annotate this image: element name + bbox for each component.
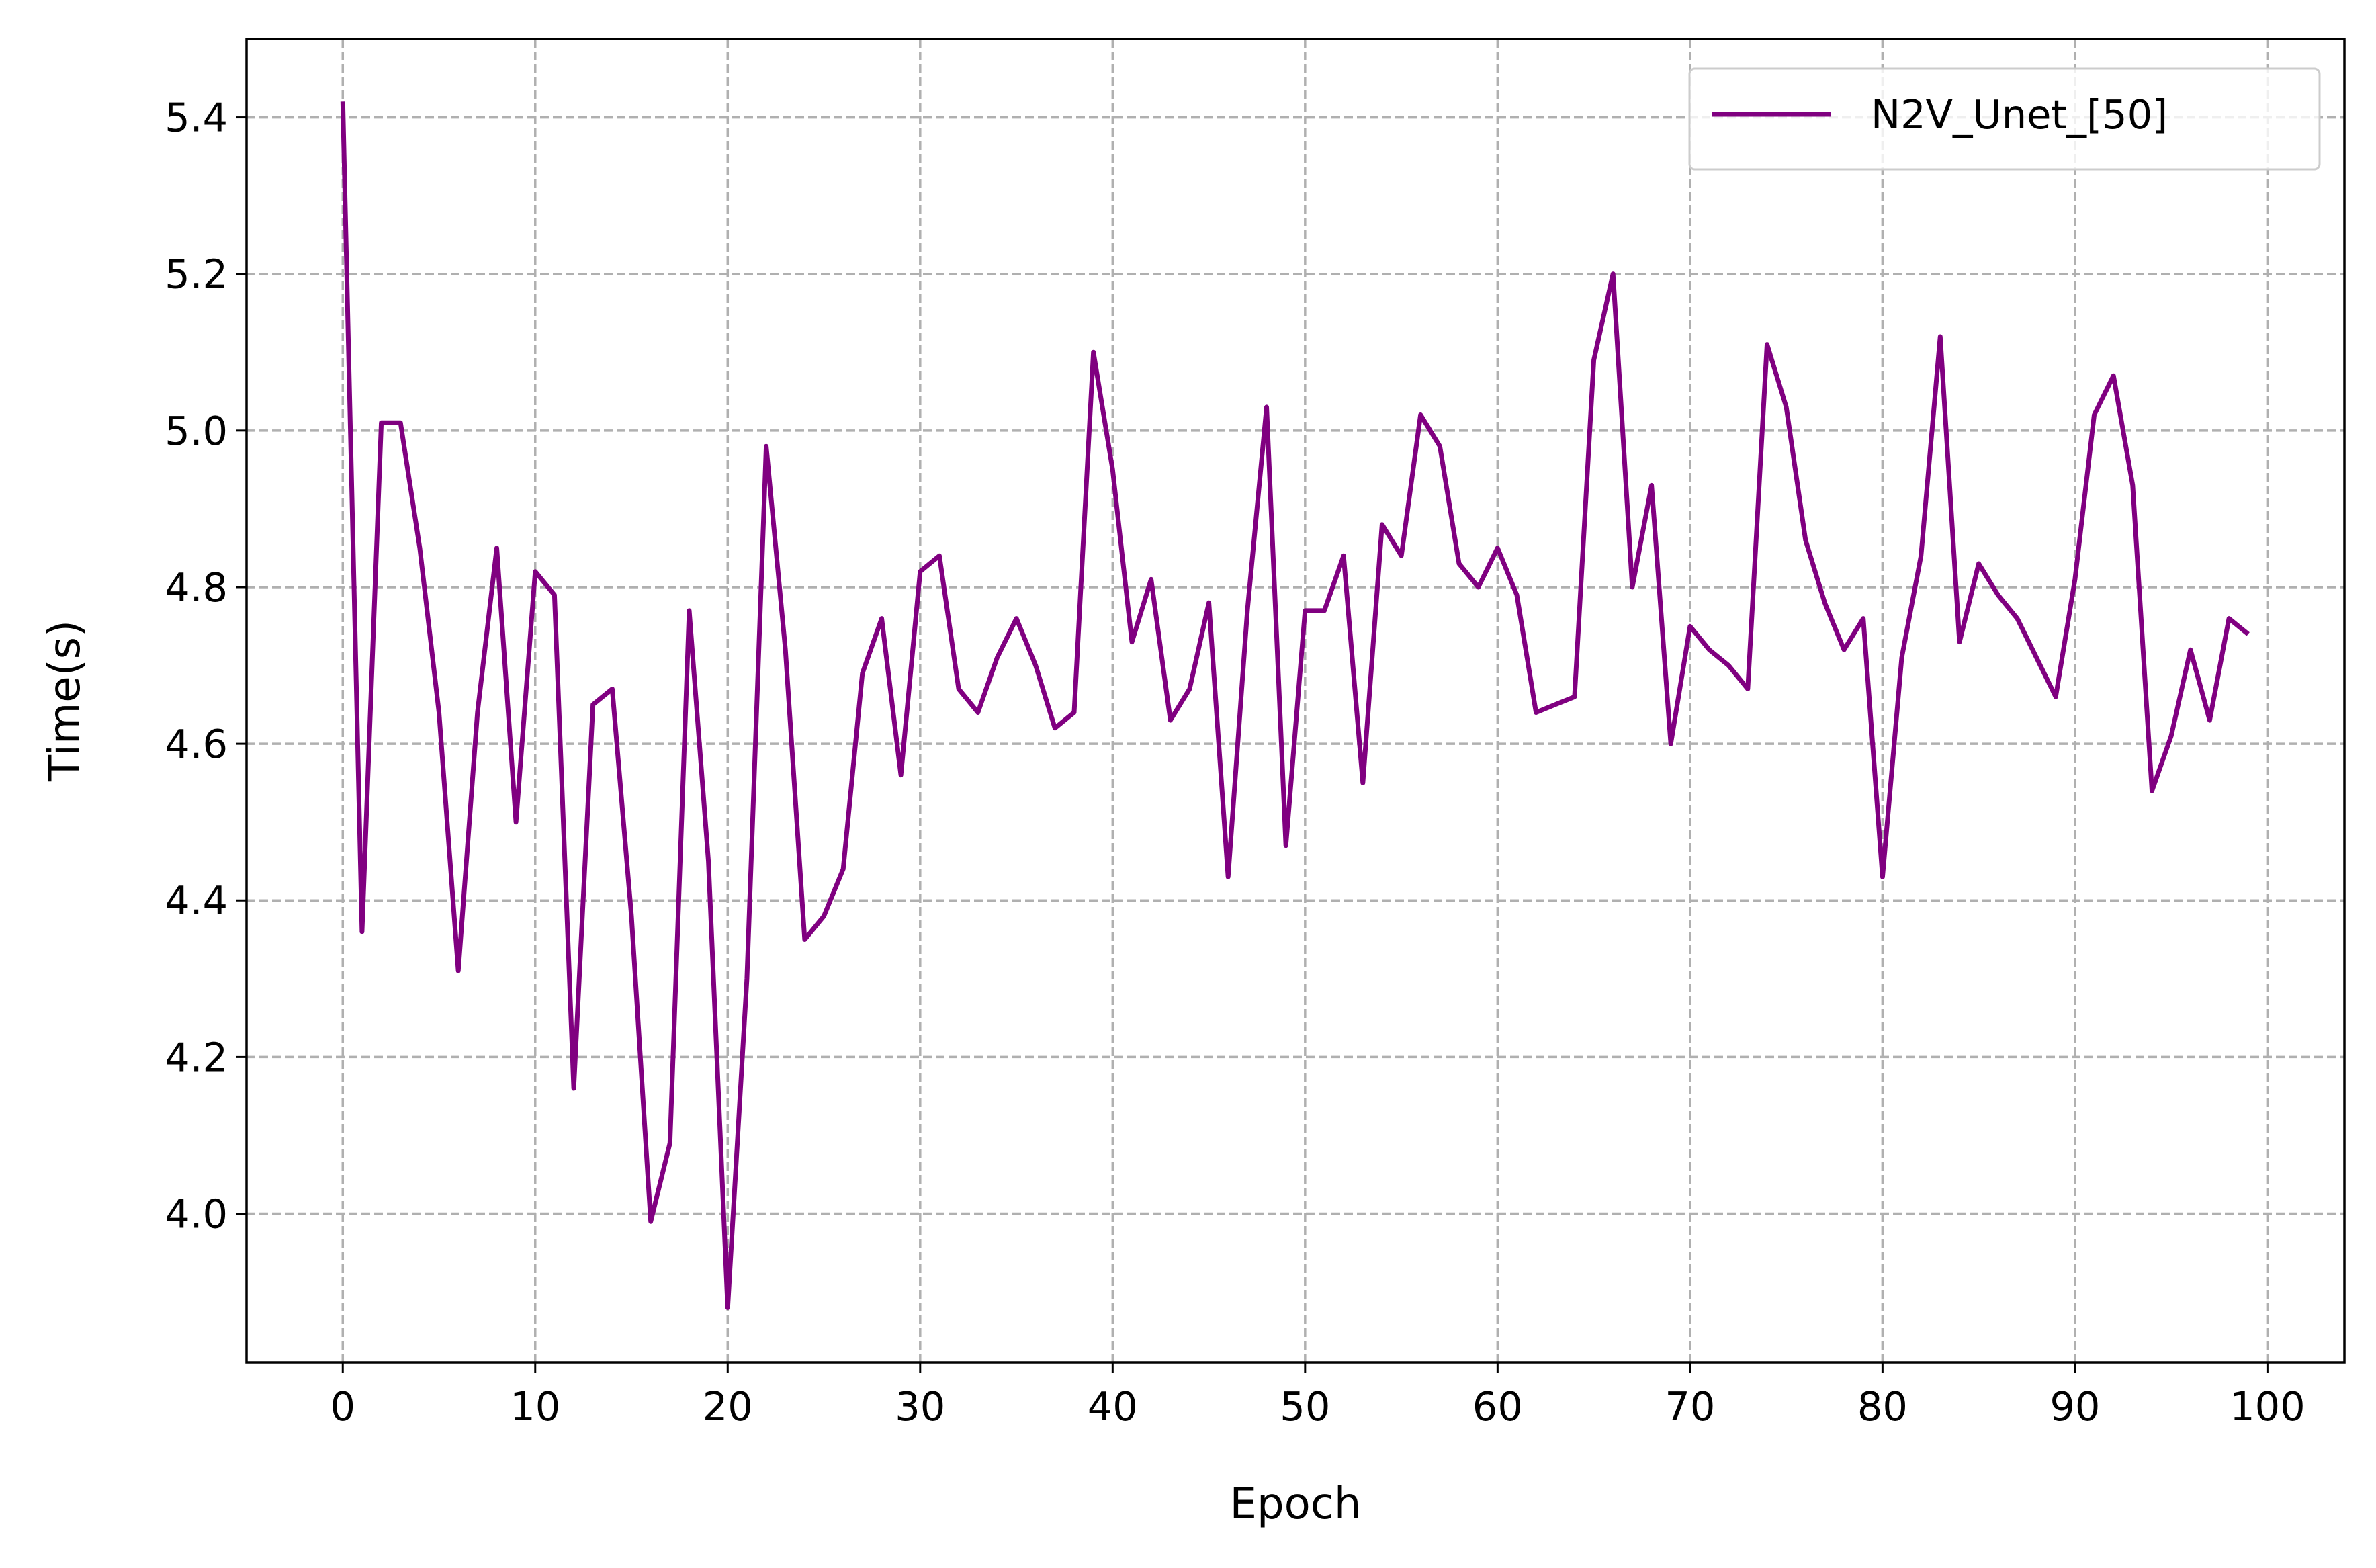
x-tick-label: 80 [1857,1383,1908,1430]
series-line [340,101,2250,1310]
x-tick-label: 60 [1472,1383,1523,1430]
y-tick-label: 4.4 [165,877,228,924]
y-tick-label: 4.8 [165,564,228,611]
y-tick-label: 5.2 [165,251,228,298]
y-tick-label: 4.6 [165,721,228,767]
y-tick-label: 4.0 [165,1191,228,1237]
plot-frame [245,38,2346,1364]
x-tick-label: 50 [1280,1383,1330,1430]
x-tick-label: 30 [895,1383,945,1430]
x-tick-label: 100 [2230,1383,2305,1430]
legend-box [1688,67,2321,171]
x-tick-label: 20 [703,1383,753,1430]
legend: N2V_Unet_[50] [1688,67,2321,171]
x-tick-label: 40 [1088,1383,1138,1430]
legend-label: N2V_Unet_[50] [1871,91,2168,138]
x-tick-label: 0 [330,1383,355,1430]
x-axis: 0 10 20 30 40 50 60 70 80 90 100 [330,1362,2305,1430]
y-tick-label: 4.2 [165,1034,228,1080]
x-axis-label: Epoch [1230,1479,1362,1529]
series-group [340,101,2250,1310]
x-tick-label: 90 [2050,1383,2100,1430]
y-axis: 4.0 4.2 4.4 4.6 4.8 5.0 5.2 5.4 [165,95,247,1237]
y-tick-label: 5.4 [165,95,228,141]
x-tick-label: 70 [1665,1383,1715,1430]
y-tick-label: 5.0 [165,408,228,454]
x-tick-label: 10 [510,1383,560,1430]
y-axis-label: Time(s) [40,620,90,782]
